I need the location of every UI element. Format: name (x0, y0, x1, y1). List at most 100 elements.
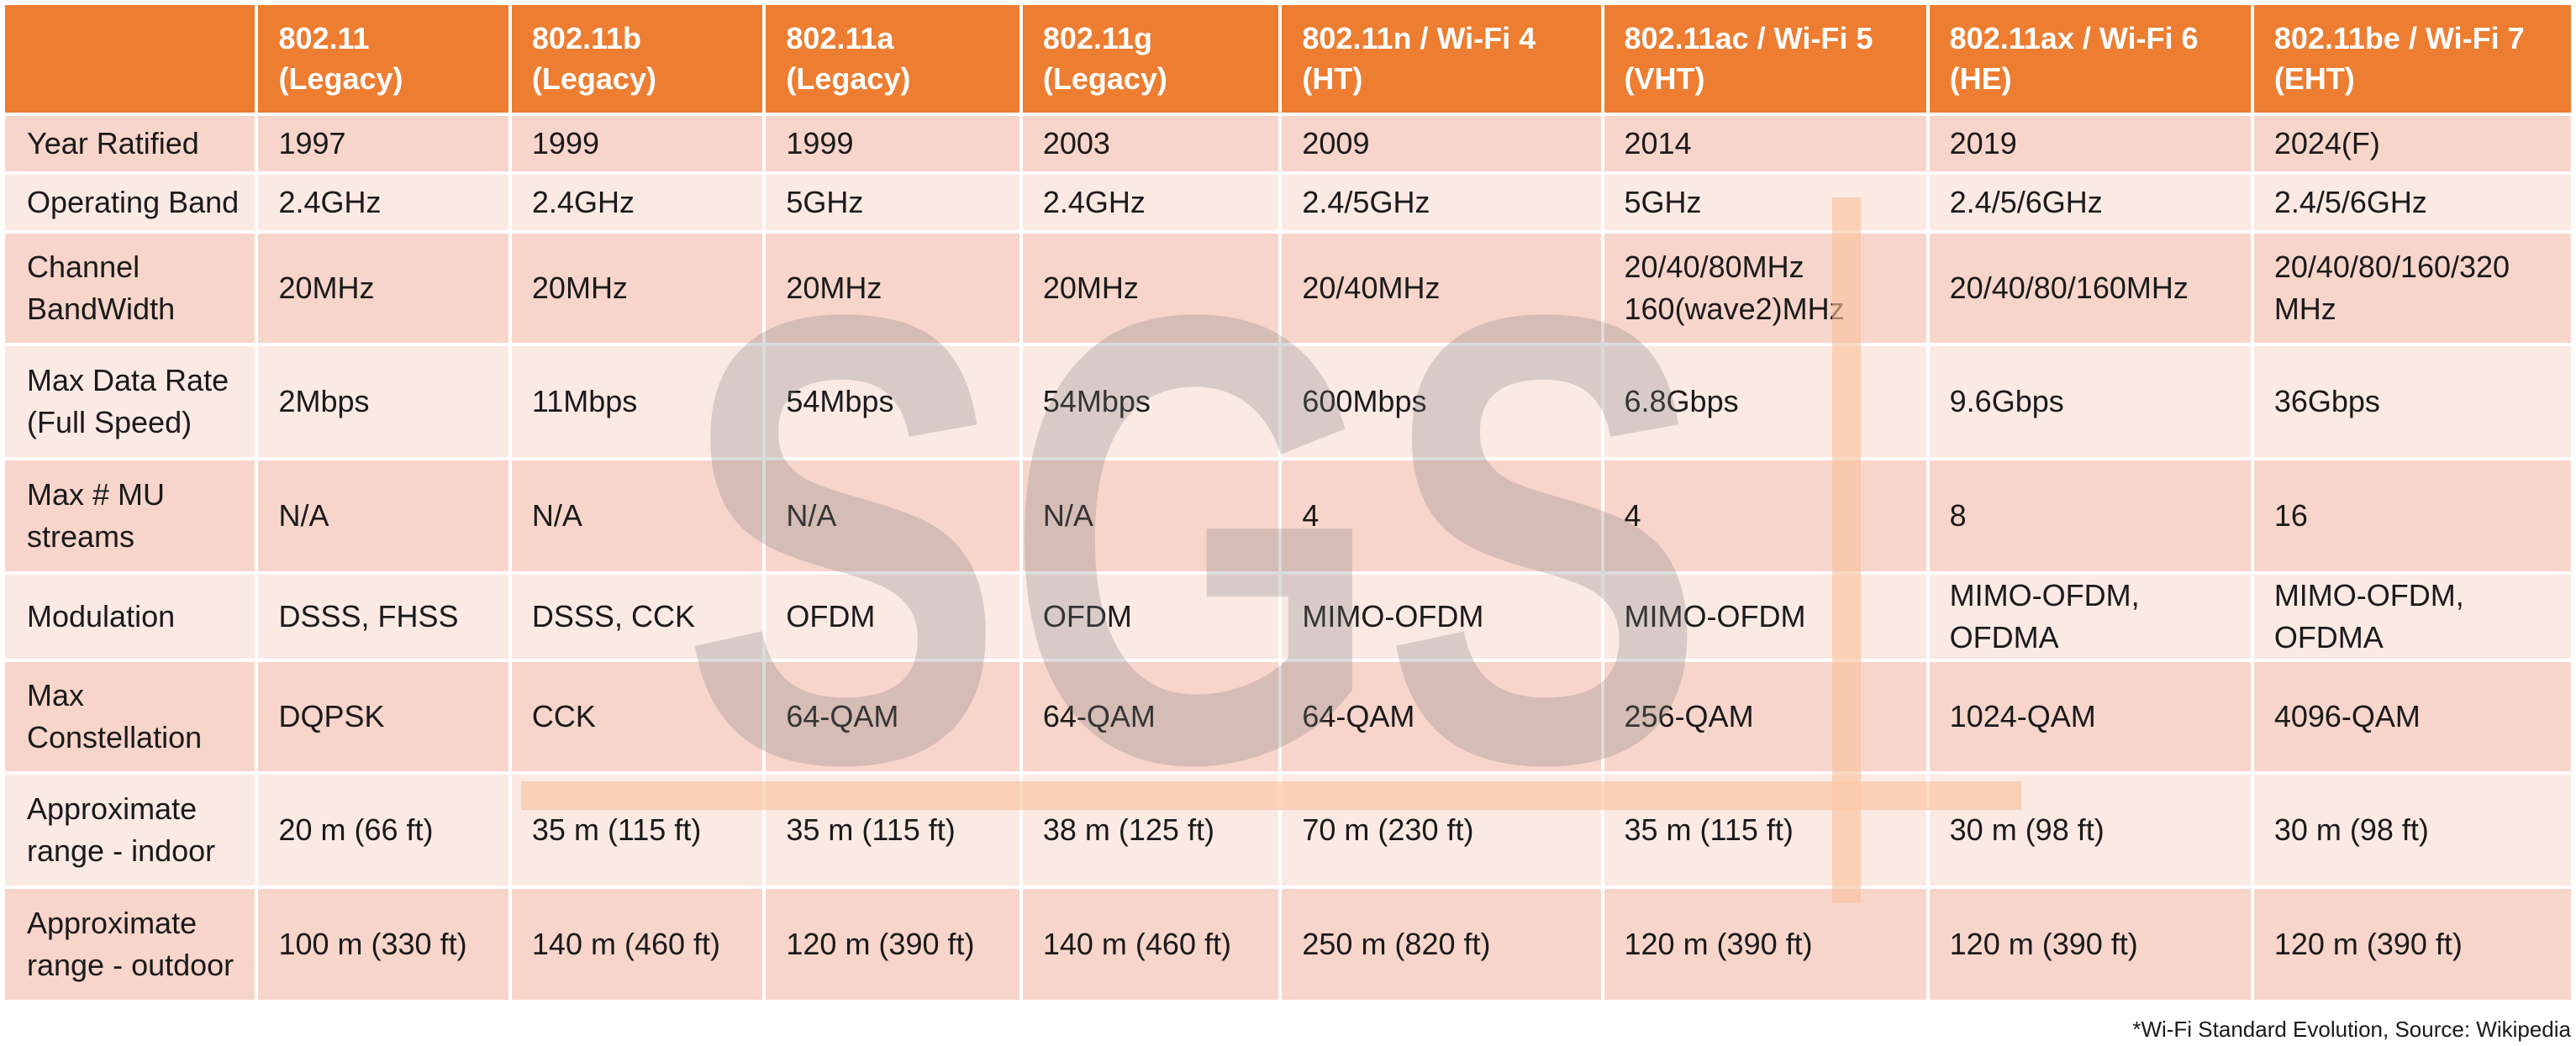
header-cell: 802.11ax / Wi-Fi 6 (HE) (1929, 5, 2251, 113)
table-cell-line: 20/40/80/160MHz (1949, 271, 2189, 305)
table-cell: 54Mbps (766, 346, 1019, 457)
table-cell: 2.4/5/6GHz (1929, 175, 2251, 230)
table-cell: 35 m (115 ft) (1604, 775, 1926, 886)
row-label: Approximate range - outdoor (5, 889, 255, 1000)
header-cell: 802.11be / Wi-Fi 7 (EHT) (2253, 5, 2571, 113)
header-cell-line: 802.11a (786, 21, 894, 55)
header-cell-line: 802.11g (1042, 21, 1152, 55)
table-cell: 20MHz (766, 234, 1019, 343)
header-cell-line: 802.11ac / Wi-Fi 5 (1624, 21, 1873, 55)
table-cell-line: 54Mbps (786, 384, 894, 418)
row-label: Operating Band (5, 175, 255, 230)
table-cell-line: 120 m (390 ft) (786, 927, 975, 961)
table-cell-line: 11Mbps (531, 384, 638, 418)
table-cell-line: 35 m (115 ft) (1624, 812, 1794, 847)
header-cell-line: (Legacy) (531, 61, 656, 96)
table-body: Year Ratified 1997 1999 1999 2003 2009 2014 201… (5, 116, 2571, 1000)
header-cell-line: (Legacy) (786, 61, 911, 96)
table-cell: 2.4GHz (258, 175, 508, 230)
table-row: Approximate range - outdoor 100 m (330 ft)… (5, 889, 2571, 1000)
table-cell-line: MIMO-OFDM (1302, 599, 1484, 633)
table-cell: 5GHz (1604, 175, 1926, 230)
header-cell-line: 802.11ax / Wi-Fi 6 (1949, 21, 2199, 55)
table-cell-line: 35 m (115 ft) (786, 812, 956, 847)
table-cell-line: 120 m (390 ft) (1949, 927, 2138, 961)
table-cell-line: 256-QAM (1624, 699, 1754, 733)
table-cell-line: 2.4/5/6GHz (2273, 185, 2427, 219)
table-cell: 120 m (390 ft) (1604, 889, 1926, 1000)
header-cell-line: (Legacy) (278, 61, 403, 96)
table-cell-line: 5GHz (786, 185, 864, 219)
table-cell-line: 120 m (390 ft) (1624, 927, 1813, 961)
table-cell: N/A (511, 460, 763, 571)
table-cell: 100 m (330 ft) (258, 889, 508, 1000)
table-row: Operating Band 2.4GHz 2.4GHz 5GHz 2.4GHz 2.4/… (5, 175, 2571, 230)
table-cell: N/A (1022, 460, 1279, 571)
table-row: Modulation DSSS, FHSS DSSS, CCK OFDM OFDM MIM… (5, 575, 2571, 659)
table-cell-line: 100 m (330 ft) (278, 927, 467, 961)
row-label-line: Operating Band (27, 185, 240, 219)
table-row: Max Data Rate (Full Speed) 2Mbps 11Mbps 54Mb… (5, 346, 2571, 457)
table-cell: MIMO-OFDM (1282, 575, 1601, 659)
table-row: Channel BandWidth 20MHz 20MHz 20MHz 20MHz 20/4… (5, 234, 2571, 343)
table-cell: MIMO-OFDM, OFDMA (1929, 575, 2251, 659)
table-cell-line: 20/40/80MHz (1624, 250, 1804, 284)
row-label-line: Modulation (27, 599, 176, 633)
table-cell-line: 140 m (460 ft) (1042, 927, 1231, 961)
table-cell-line: 20/40/80/160/320 (2273, 250, 2510, 284)
table-cell-line: 2.4GHz (531, 185, 635, 219)
table-cell: 4096-QAM (2253, 662, 2571, 771)
table-cell-line: 4096-QAM (2273, 699, 2421, 733)
table-cell: 9.6Gbps (1929, 346, 2251, 457)
table-cell-line: 2019 (1949, 126, 2017, 160)
table-cell-line: 600Mbps (1302, 384, 1427, 418)
table-cell: 35 m (115 ft) (511, 775, 763, 886)
table-cell-line: 250 m (820 ft) (1302, 927, 1491, 961)
row-label-line: streams (27, 519, 135, 554)
table-cell: 2.4GHz (511, 175, 763, 230)
table-cell: 120 m (390 ft) (1929, 889, 2251, 1000)
row-label: Year Ratified (5, 116, 255, 171)
table-cell: 2.4GHz (1022, 175, 1279, 230)
table-cell: 20 m (66 ft) (258, 775, 508, 886)
table-cell-line: 20MHz (786, 271, 882, 305)
table-cell: 8 (1929, 460, 2251, 571)
table-cell: 2019 (1929, 116, 2251, 171)
table-cell-line: OFDM (1042, 599, 1132, 633)
table-cell-line: 2003 (1042, 126, 1110, 160)
header-cell: 802.11n / Wi-Fi 4 (HT) (1282, 5, 1601, 113)
row-label-line: Channel (27, 250, 140, 284)
table-cell-line: 2014 (1624, 126, 1692, 160)
table-cell-line: N/A (786, 498, 837, 533)
table-cell: 5GHz (766, 175, 1019, 230)
table-cell: CCK (511, 662, 763, 771)
table-cell-line: 54Mbps (1042, 384, 1151, 418)
table-cell: MIMO-OFDM (1604, 575, 1926, 659)
table-cell: 64-QAM (766, 662, 1019, 771)
table-cell-line: 30 m (98 ft) (1949, 812, 2105, 847)
table-cell-line: 2.4/5/6GHz (1949, 185, 2103, 219)
row-label-line: Year Ratified (27, 126, 199, 160)
table-cell-line: OFDMA (1949, 620, 2059, 654)
table-cell: 20MHz (511, 234, 763, 343)
table-cell-line: MIMO-OFDM (1624, 599, 1806, 633)
table-cell: 20/40MHz (1282, 234, 1601, 343)
table-cell: 64-QAM (1022, 662, 1279, 771)
header-row: 802.11 (Legacy) 802.11b (Legacy) 802.11a (Leg… (5, 5, 2571, 113)
row-label: Max Data Rate (Full Speed) (5, 346, 255, 457)
source-footnote: *Wi-Fi Standard Evolution, Source: Wikip… (2132, 1017, 2571, 1042)
table-cell: 36Gbps (2253, 346, 2571, 457)
table-cell-line: N/A (278, 498, 329, 533)
table-cell: 600Mbps (1282, 346, 1601, 457)
table-row: Year Ratified 1997 1999 1999 2003 2009 2014 201… (5, 116, 2571, 171)
table-cell: 120 m (390 ft) (766, 889, 1019, 1000)
table-cell-line: MHz (2273, 292, 2336, 326)
table-cell: 2009 (1282, 116, 1601, 171)
table-cell-line: DQPSK (278, 699, 385, 733)
table-cell: 20/40/80MHz 160(wave2)MHz (1604, 234, 1926, 343)
table-cell: 54Mbps (1022, 346, 1279, 457)
table-cell-line: 4 (1624, 498, 1641, 533)
wifi-standards-table: 802.11 (Legacy) 802.11b (Legacy) 802.11a (Leg… (2, 2, 2574, 1003)
table-cell-line: OFDMA (2273, 620, 2384, 654)
header-cell-line: (HE) (1949, 61, 2012, 96)
